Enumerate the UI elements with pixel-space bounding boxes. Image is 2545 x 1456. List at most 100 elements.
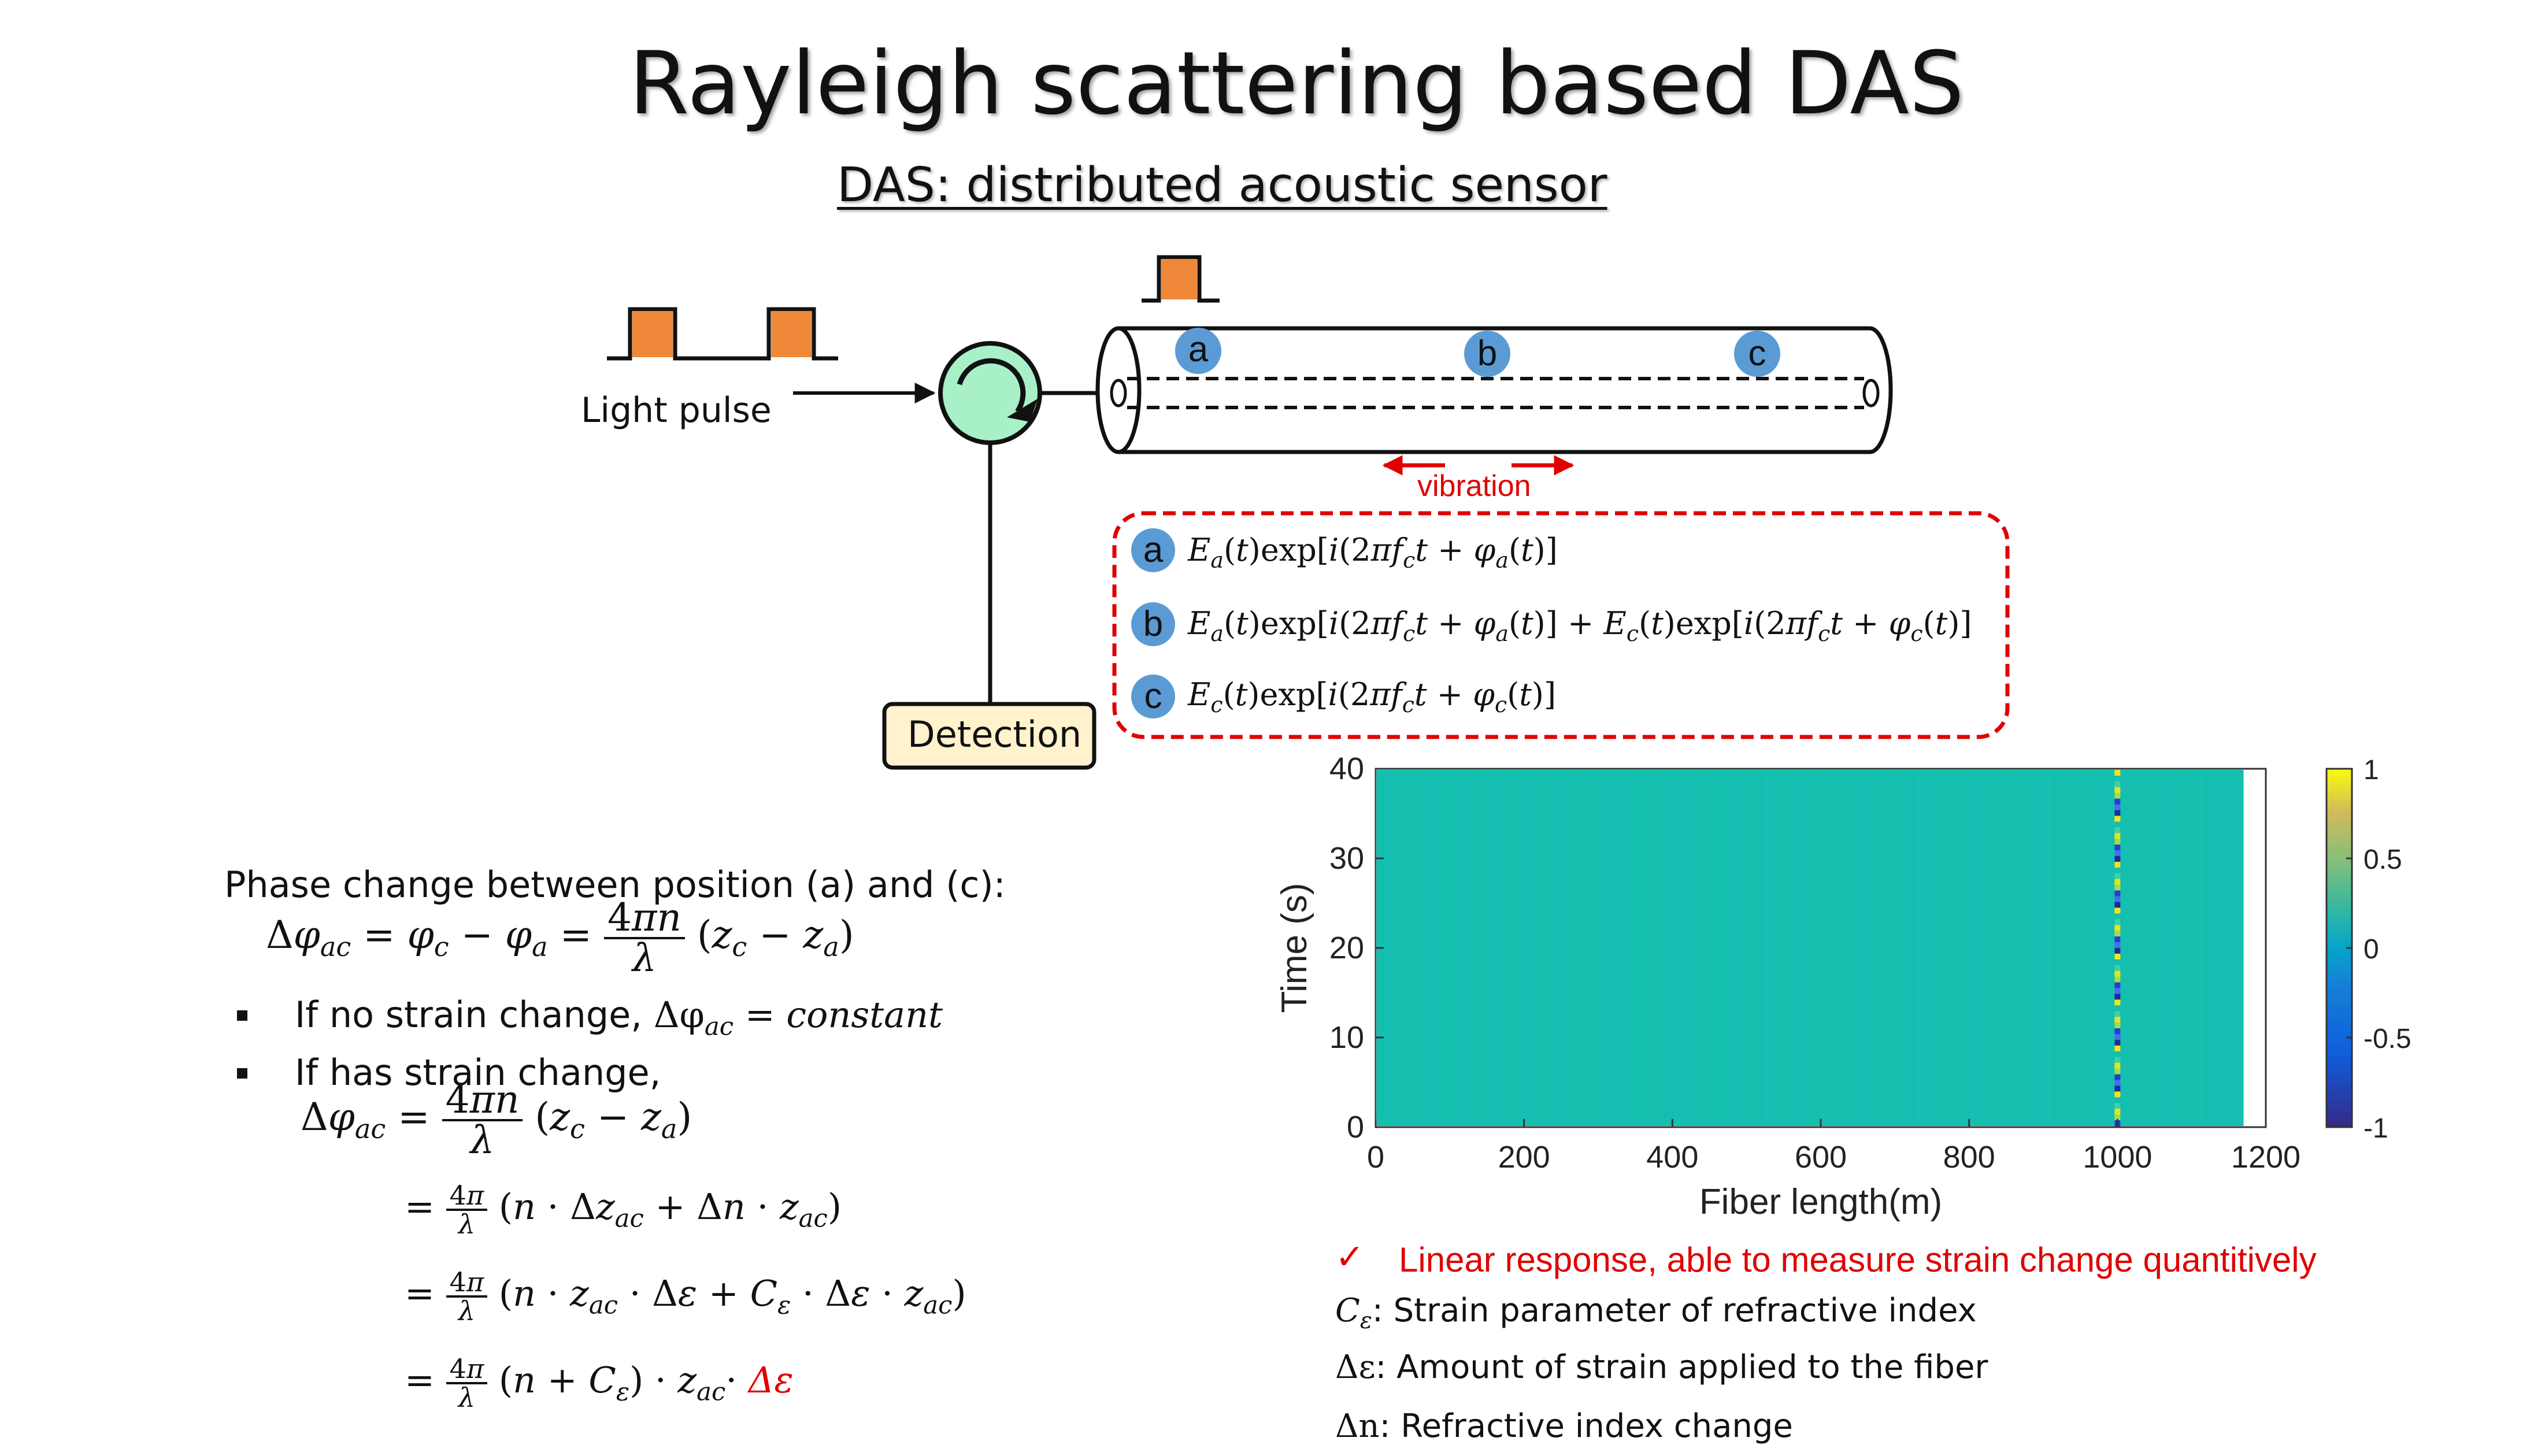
heatmap-texture: [1998, 770, 2000, 1126]
vibration-stripe-cell: [2114, 1057, 2121, 1064]
vibration-stripe-cell: [2114, 884, 2121, 891]
vibration-stripe-cell: [2114, 839, 2121, 846]
heatmap-texture: [2070, 770, 2072, 1126]
heatmap-texture: [2128, 770, 2130, 1126]
x-tick-label: 800: [1943, 1140, 1995, 1175]
derivation-intro: Phase change between position (a) and (c…: [224, 864, 1006, 906]
heatmap-texture: [2200, 770, 2202, 1126]
heatmap-texture: [1730, 770, 1732, 1126]
heatmap-texture: [1477, 770, 1479, 1126]
heatmap-texture: [1983, 770, 1985, 1126]
heatmap-texture: [1990, 770, 1992, 1126]
y-tick-label: 40: [1329, 751, 1364, 786]
bullet-2-text: If has strain change,: [295, 1051, 661, 1094]
note-item-3-text: Refractive index change: [1401, 1407, 1793, 1445]
heatmap-texture: [1773, 770, 1776, 1126]
heatmap-texture: [1716, 770, 1718, 1126]
signal-marker-a: a: [1131, 528, 1175, 572]
heatmap-texture: [1426, 770, 1428, 1126]
colorbar-tick-label: 0: [2364, 934, 2379, 965]
signal-expr-a: Ea(t)exp[i(2πfct + φa(t)]: [1188, 532, 1558, 573]
heatmap-texture: [1701, 770, 1703, 1126]
heatmap-texture: [2091, 770, 2094, 1126]
heatmap-texture: [1585, 770, 1587, 1126]
heatmap-texture: [2012, 770, 2014, 1126]
heatmap-texture: [1759, 770, 1761, 1126]
vibration-stripe-cell: [2114, 942, 2121, 949]
heatmap-texture: [2033, 770, 2036, 1126]
vibration-stripe-cell: [2114, 850, 2121, 857]
x-tick-label: 1000: [2083, 1140, 2152, 1175]
heatmap-texture: [1628, 770, 1631, 1126]
vibration-stripe-cell: [2114, 1103, 2121, 1110]
heatmap-texture: [1722, 770, 1725, 1126]
heatmap-texture: [1947, 770, 1949, 1126]
vibration-stripe-cell: [2114, 994, 2121, 1001]
svg-text:a: a: [1143, 530, 1164, 570]
y-tick-label: 10: [1329, 1020, 1364, 1055]
heatmap-texture: [1831, 770, 1833, 1126]
heatmap-texture: [1976, 770, 1978, 1126]
heatmap-texture: [2207, 770, 2209, 1126]
bullet-1-math: Δφ: [653, 994, 705, 1036]
heatmap-texture: [2171, 770, 2173, 1126]
heatmap-texture: [1838, 770, 1840, 1126]
heatmap-texture: [2077, 770, 2079, 1126]
vibration-stripe-cell: [2114, 970, 2121, 977]
fiber-point-c-label: c: [1748, 334, 1766, 373]
fiber-point-c: c: [1734, 331, 1780, 377]
vibration-stripe-cell: [2114, 982, 2121, 989]
input-pulses: [607, 307, 838, 361]
vibration-stripe-cell: [2114, 1085, 2121, 1092]
bullet-1-sub: ac: [704, 1012, 734, 1042]
y-tick-label: 20: [1329, 931, 1364, 965]
heatmap-texture: [1817, 770, 1819, 1126]
note-item-1-symbol: C: [1335, 1292, 1360, 1329]
bullet-1: [237, 1010, 247, 1021]
vibration-stripe-cell: [2114, 976, 2121, 983]
signal-expr-c: Ec(t)exp[i(2πfct + φc(t)]: [1188, 676, 1557, 717]
heatmap-texture: [1932, 770, 1935, 1126]
heatmap-texture: [1687, 770, 1689, 1126]
heatmap-texture: [1491, 770, 1494, 1126]
check-mark: ✓: [1335, 1237, 1365, 1277]
vibration-stripe-cell: [2114, 988, 2121, 995]
x-tick-label: 400: [1646, 1140, 1698, 1175]
y-tick-label: 30: [1329, 841, 1364, 876]
heatmap-texture: [1708, 770, 1710, 1126]
heatmap-texture: [1535, 770, 1537, 1126]
heatmap-texture: [2019, 770, 2021, 1126]
heatmap-texture: [1889, 770, 1891, 1126]
heatmap-texture: [1592, 770, 1595, 1126]
signal-marker-c: c: [1131, 675, 1175, 718]
vibration-stripe-cell: [2114, 879, 2121, 886]
vibration-stripe-cell: [2114, 953, 2121, 960]
heatmap-texture: [2142, 770, 2144, 1126]
vibration-stripe-cell: [2114, 925, 2121, 932]
colorbar-tick-label: 0.5: [2364, 844, 2402, 875]
svg-text:b: b: [1143, 604, 1163, 644]
note-item-2-text: Amount of strain applied to the fiber: [1396, 1348, 1988, 1386]
heatmap-texture: [1484, 770, 1486, 1126]
heatmap-texture: [1556, 770, 1558, 1126]
heatmap-texture: [1846, 770, 1848, 1126]
vibration-stripe-cell: [2114, 833, 2121, 840]
signal-marker-b: b: [1131, 602, 1175, 646]
vibration-stripe-cell: [2114, 781, 2121, 788]
heatmap-texture: [2221, 770, 2224, 1126]
vibration-stripe-cell: [2114, 907, 2121, 914]
heatmap-texture: [2236, 770, 2238, 1126]
heatmap-texture: [2027, 770, 2029, 1126]
strain-equation-2: = 4π λ (n · Δzac + Δn · zac): [405, 1180, 842, 1240]
heatmap-texture: [1751, 770, 1754, 1126]
vibration-stripe-cell: [2114, 856, 2121, 862]
colorbar-tick-label: 1: [2364, 755, 2379, 786]
vibration-stripe-cell: [2114, 1080, 2121, 1087]
heatmap-texture: [1910, 770, 1913, 1126]
notes-headline: Linear response, able to measure strain …: [1399, 1240, 2317, 1279]
heatmap-texture: [1383, 770, 1385, 1126]
heatmap-texture: [1527, 770, 1529, 1126]
vibration-stripe-cell: [2114, 919, 2121, 926]
heatmap-texture: [1542, 770, 1544, 1126]
heatmap-texture: [2062, 770, 2065, 1126]
